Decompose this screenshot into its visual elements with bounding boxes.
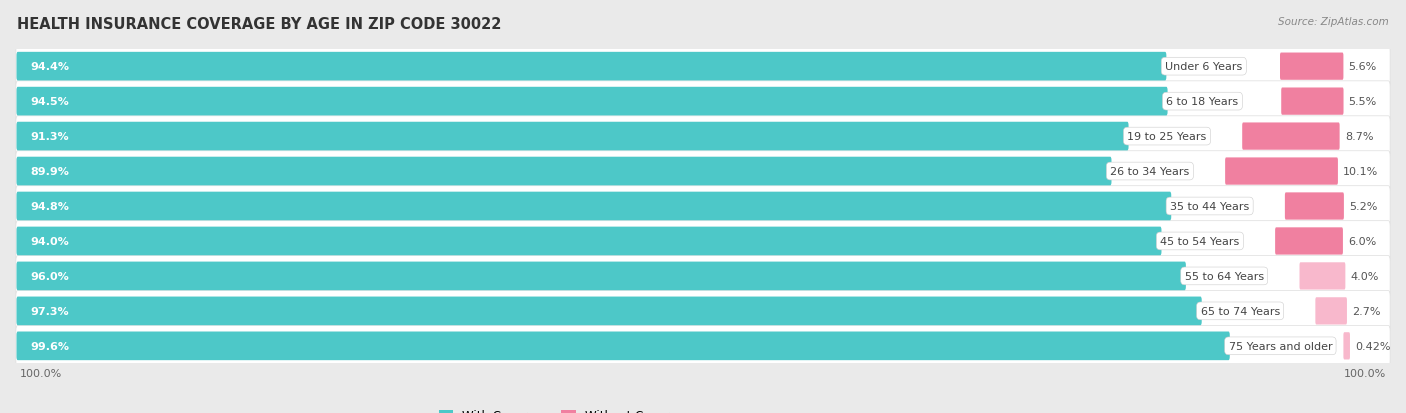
FancyBboxPatch shape	[1225, 158, 1339, 185]
Text: 6.0%: 6.0%	[1348, 236, 1376, 247]
Text: 5.5%: 5.5%	[1348, 97, 1376, 107]
Text: Source: ZipAtlas.com: Source: ZipAtlas.com	[1278, 17, 1389, 26]
FancyBboxPatch shape	[17, 53, 1167, 81]
Text: 89.9%: 89.9%	[30, 166, 69, 177]
Text: 19 to 25 Years: 19 to 25 Years	[1128, 132, 1206, 142]
Text: 45 to 54 Years: 45 to 54 Years	[1160, 236, 1240, 247]
FancyBboxPatch shape	[15, 152, 1391, 192]
Text: 91.3%: 91.3%	[30, 132, 69, 142]
Text: Under 6 Years: Under 6 Years	[1166, 62, 1243, 72]
Text: 0.42%: 0.42%	[1355, 341, 1391, 351]
FancyBboxPatch shape	[17, 122, 1129, 151]
Legend: With Coverage, Without Coverage: With Coverage, Without Coverage	[434, 404, 696, 413]
Text: 8.7%: 8.7%	[1344, 132, 1374, 142]
Text: 35 to 44 Years: 35 to 44 Years	[1170, 202, 1250, 211]
Text: 100.0%: 100.0%	[20, 368, 62, 378]
FancyBboxPatch shape	[15, 82, 1391, 122]
FancyBboxPatch shape	[15, 221, 1391, 261]
FancyBboxPatch shape	[17, 192, 1171, 221]
FancyBboxPatch shape	[1279, 53, 1343, 81]
FancyBboxPatch shape	[1299, 263, 1346, 290]
FancyBboxPatch shape	[1316, 297, 1347, 325]
Text: 2.7%: 2.7%	[1353, 306, 1381, 316]
Text: 96.0%: 96.0%	[30, 271, 69, 281]
Text: 94.4%: 94.4%	[30, 62, 69, 72]
FancyBboxPatch shape	[15, 116, 1391, 157]
Text: 75 Years and older: 75 Years and older	[1229, 341, 1331, 351]
FancyBboxPatch shape	[1285, 193, 1344, 220]
Text: 6 to 18 Years: 6 to 18 Years	[1167, 97, 1239, 107]
Text: 65 to 74 Years: 65 to 74 Years	[1201, 306, 1279, 316]
Text: 5.6%: 5.6%	[1348, 62, 1376, 72]
FancyBboxPatch shape	[1243, 123, 1340, 150]
FancyBboxPatch shape	[17, 157, 1112, 186]
Text: 4.0%: 4.0%	[1351, 271, 1379, 281]
Text: 100.0%: 100.0%	[1344, 368, 1386, 378]
FancyBboxPatch shape	[1275, 228, 1343, 255]
Text: 5.2%: 5.2%	[1348, 202, 1378, 211]
FancyBboxPatch shape	[15, 186, 1391, 227]
Text: 97.3%: 97.3%	[30, 306, 69, 316]
FancyBboxPatch shape	[1343, 332, 1350, 360]
Text: HEALTH INSURANCE COVERAGE BY AGE IN ZIP CODE 30022: HEALTH INSURANCE COVERAGE BY AGE IN ZIP …	[17, 17, 502, 31]
FancyBboxPatch shape	[15, 47, 1391, 87]
Text: 94.5%: 94.5%	[30, 97, 69, 107]
Text: 99.6%: 99.6%	[30, 341, 69, 351]
FancyBboxPatch shape	[17, 332, 1230, 360]
Text: 26 to 34 Years: 26 to 34 Years	[1111, 166, 1189, 177]
FancyBboxPatch shape	[15, 291, 1391, 331]
FancyBboxPatch shape	[15, 256, 1391, 297]
FancyBboxPatch shape	[17, 88, 1167, 116]
FancyBboxPatch shape	[17, 227, 1161, 256]
Text: 10.1%: 10.1%	[1343, 166, 1378, 177]
Text: 94.8%: 94.8%	[30, 202, 69, 211]
FancyBboxPatch shape	[15, 326, 1391, 366]
FancyBboxPatch shape	[17, 297, 1202, 325]
FancyBboxPatch shape	[17, 262, 1185, 291]
Text: 94.0%: 94.0%	[30, 236, 69, 247]
Text: 55 to 64 Years: 55 to 64 Years	[1185, 271, 1264, 281]
FancyBboxPatch shape	[1281, 88, 1344, 116]
